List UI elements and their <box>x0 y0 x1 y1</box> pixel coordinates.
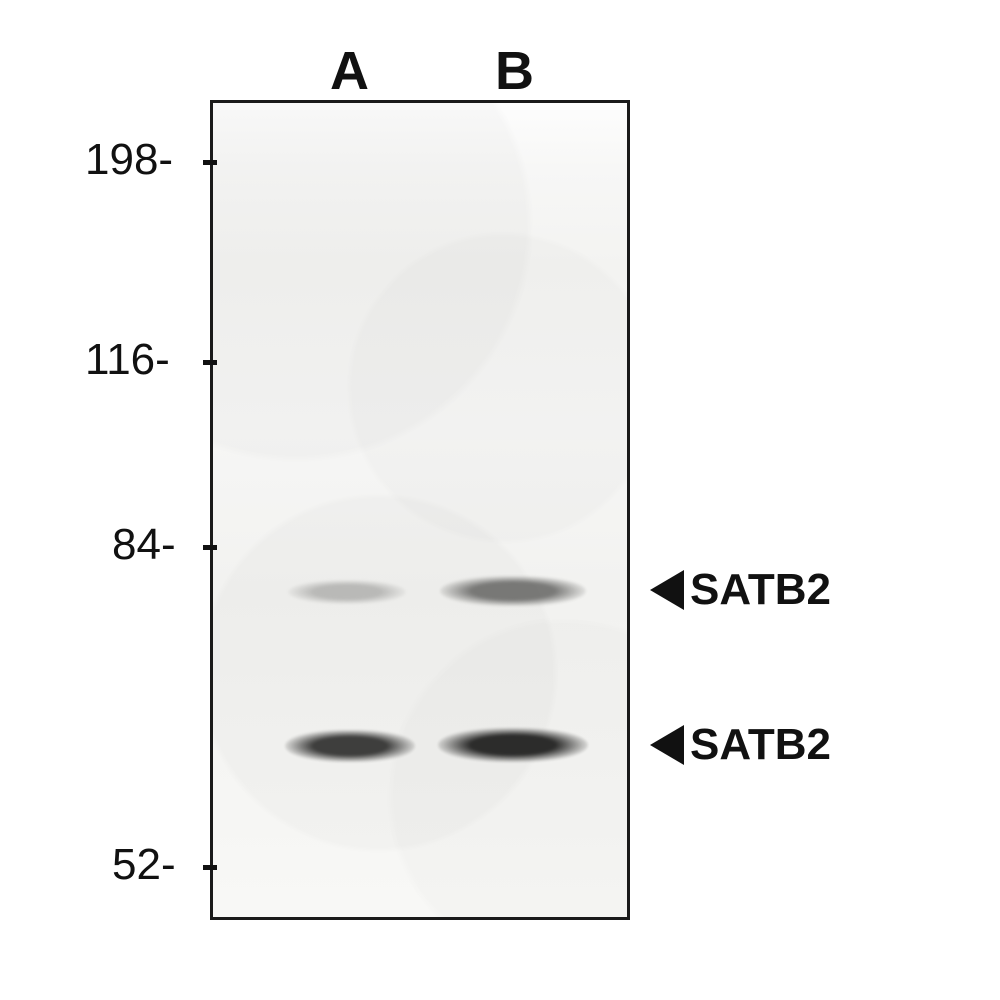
band-label-satb2-lower: SATB2 <box>650 720 831 770</box>
mw-marker-52: 52- <box>112 840 176 890</box>
mw-tick-198 <box>203 160 217 165</box>
arrow-icon <box>650 725 684 765</box>
mw-marker-116: 116- <box>85 335 170 385</box>
lane-label-a: A <box>330 40 369 102</box>
mw-tick-116 <box>203 360 217 365</box>
band-label-text: SATB2 <box>690 565 831 615</box>
mw-tick-84 <box>203 545 217 550</box>
band-lane-b-lower <box>438 728 588 762</box>
blot-membrane <box>210 100 630 920</box>
band-label-satb2-upper: SATB2 <box>650 565 831 615</box>
mw-marker-84: 84- <box>112 520 176 570</box>
band-lane-a-lower <box>285 730 415 762</box>
band-lane-a-upper <box>288 580 406 604</box>
arrow-icon <box>650 570 684 610</box>
band-label-text: SATB2 <box>690 720 831 770</box>
lane-label-b: B <box>495 40 534 102</box>
membrane-noise <box>213 103 627 917</box>
band-lane-b-upper <box>440 576 586 606</box>
western-blot-figure: A B 198- 116- 84- 52- SATB2 SATB2 <box>0 0 1000 1000</box>
mw-marker-198: 198- <box>85 135 173 185</box>
mw-tick-52 <box>203 865 217 870</box>
